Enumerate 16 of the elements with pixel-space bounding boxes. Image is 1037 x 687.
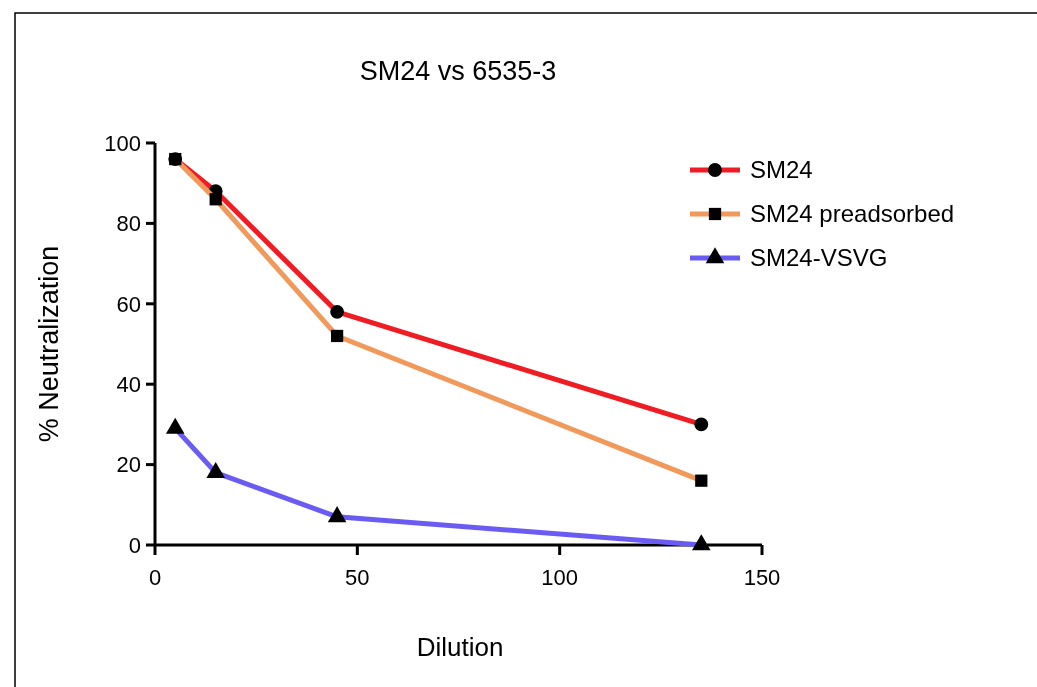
y-tick-label: 60: [116, 291, 141, 317]
y-tick-label: 80: [116, 211, 141, 237]
legend-label: SM24: [750, 156, 813, 184]
y-tick-label: 0: [128, 532, 141, 558]
chart-title: SM24 vs 6535-3: [359, 56, 557, 86]
y-axis-title: % Neutralization: [34, 245, 64, 443]
x-axis-title: Dilution: [416, 632, 504, 662]
legend-label: SM24 preadsorbed: [750, 200, 955, 228]
x-tick-label: 0: [148, 565, 162, 590]
y-tick-label: 100: [104, 130, 141, 156]
legend-label: SM24-VSVG: [750, 244, 888, 272]
x-tick-label: 150: [743, 565, 781, 590]
x-tick-label: 50: [345, 565, 370, 590]
y-tick-label: 20: [116, 452, 141, 478]
y-tick-label: 40: [116, 371, 141, 397]
x-tick-label: 100: [541, 565, 579, 590]
